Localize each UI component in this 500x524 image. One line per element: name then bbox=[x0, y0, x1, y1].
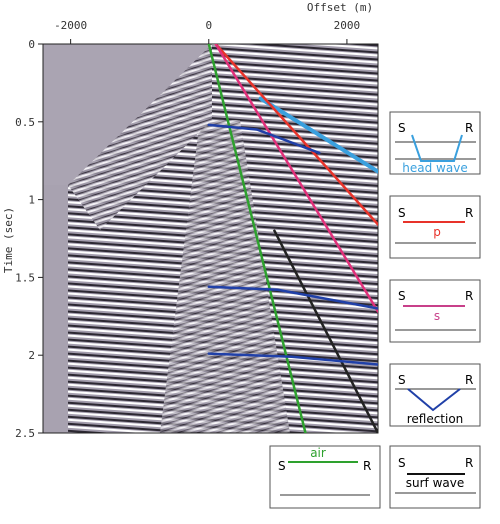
arrival-lines bbox=[207, 44, 378, 433]
svg-text:s: s bbox=[434, 309, 440, 323]
svg-text:air: air bbox=[310, 446, 326, 460]
svg-text:R: R bbox=[465, 289, 473, 303]
x-tick-label: 0 bbox=[205, 19, 212, 32]
svg-text:R: R bbox=[363, 459, 371, 473]
svg-text:R: R bbox=[465, 456, 473, 470]
svg-text:S: S bbox=[398, 121, 406, 135]
legend-head-wave: S R head wave bbox=[389, 111, 481, 175]
svg-text:p: p bbox=[433, 225, 441, 239]
axis-ticks: -2000 0 2000 0 0.5 1 1.5 2 2.5 bbox=[15, 19, 360, 440]
svg-text:R: R bbox=[465, 206, 473, 220]
y-tick-label: 2 bbox=[28, 349, 35, 362]
legend-surf-wave: S R surf wave bbox=[389, 445, 481, 509]
svg-text:S: S bbox=[278, 459, 286, 473]
y-tick-label: 2.5 bbox=[15, 427, 35, 440]
seismogram-texture bbox=[43, 44, 378, 433]
y-tick-label: 1 bbox=[28, 194, 35, 207]
arrival-line-air bbox=[207, 44, 307, 433]
svg-text:reflection: reflection bbox=[407, 412, 464, 426]
plot-frame bbox=[42, 43, 379, 434]
arrival-line-refl3 bbox=[207, 352, 378, 366]
y-tick-label: 1.5 bbox=[15, 271, 35, 284]
svg-text:R: R bbox=[465, 373, 473, 387]
arrival-line-s bbox=[214, 44, 378, 313]
arrival-line-refl1 bbox=[207, 123, 321, 155]
arrival-line-surf bbox=[273, 229, 378, 433]
legend-air-wave: air S R bbox=[269, 445, 381, 509]
svg-text:surf wave: surf wave bbox=[406, 476, 464, 490]
x-tick-label: -2000 bbox=[54, 19, 87, 32]
y-axis-label: Time (sec) bbox=[2, 207, 15, 273]
arrival-line-refl2 bbox=[207, 285, 378, 310]
legend-reflection: S R reflection bbox=[389, 363, 481, 427]
y-tick-label: 0.5 bbox=[15, 116, 35, 129]
svg-text:R: R bbox=[465, 121, 473, 135]
svg-text:S: S bbox=[398, 456, 406, 470]
svg-text:S: S bbox=[398, 289, 406, 303]
arrival-line-p bbox=[214, 44, 378, 226]
legend-s-wave: S R s bbox=[389, 279, 481, 343]
svg-text:head wave: head wave bbox=[402, 161, 467, 175]
svg-text:S: S bbox=[398, 206, 406, 220]
svg-text:S: S bbox=[398, 373, 406, 387]
arrival-line-head bbox=[258, 96, 378, 174]
x-axis-label: Offset (m) bbox=[307, 1, 373, 14]
y-tick-label: 0 bbox=[28, 38, 35, 51]
x-tick-label: 2000 bbox=[334, 19, 361, 32]
legend-p-wave: S R p bbox=[389, 195, 481, 259]
